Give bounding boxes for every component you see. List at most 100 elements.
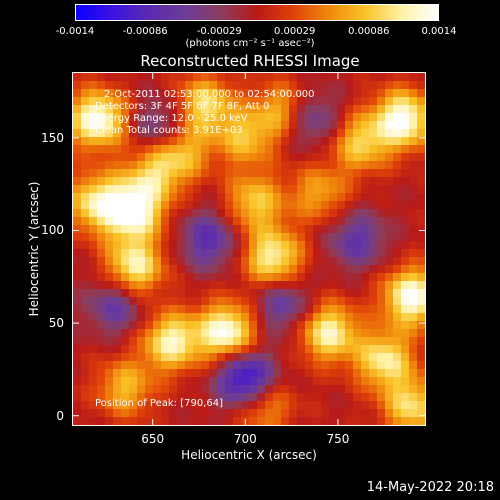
heatmap-cell xyxy=(321,185,330,194)
heatmap-cell xyxy=(185,265,194,274)
heatmap-cell xyxy=(361,97,370,106)
heatmap-cell xyxy=(81,81,90,90)
heatmap-cell xyxy=(129,81,138,90)
heatmap-cell xyxy=(153,97,162,106)
heatmap-cell xyxy=(225,297,234,306)
heatmap-cell xyxy=(265,257,274,266)
heatmap-cell xyxy=(209,73,218,82)
heatmap-cell xyxy=(297,209,306,218)
heatmap-cell xyxy=(97,105,106,114)
heatmap-cell xyxy=(345,209,354,218)
heatmap-cell xyxy=(137,249,146,258)
heatmap-cell xyxy=(209,169,218,178)
heatmap-cell xyxy=(113,81,122,90)
heatmap-cell xyxy=(345,305,354,314)
heatmap-cell xyxy=(209,161,218,170)
heatmap-cell xyxy=(249,369,258,378)
heatmap-cell xyxy=(177,225,186,234)
heatmap-cell xyxy=(137,73,146,82)
heatmap-cell xyxy=(385,393,394,402)
heatmap-cell xyxy=(345,129,354,138)
heatmap-cell xyxy=(97,377,106,386)
heatmap-cell xyxy=(73,81,82,90)
heatmap-cell xyxy=(353,217,362,226)
heatmap-cell xyxy=(265,97,274,106)
heatmap-cell xyxy=(81,281,90,290)
heatmap-cell xyxy=(185,361,194,370)
heatmap-cell xyxy=(377,113,386,122)
heatmap-cell xyxy=(241,321,250,330)
heatmap-cell xyxy=(409,105,418,114)
heatmap-cell xyxy=(385,297,394,306)
heatmap-cell xyxy=(177,345,186,354)
heatmap-cell xyxy=(241,313,250,322)
heatmap-cell xyxy=(89,249,98,258)
heatmap-cell xyxy=(297,161,306,170)
heatmap-cell xyxy=(305,313,314,322)
heatmap-cell xyxy=(329,273,338,282)
heatmap-cell xyxy=(337,409,346,418)
heatmap-cell xyxy=(257,129,266,138)
heatmap-cell xyxy=(345,193,354,202)
heatmap-cell xyxy=(209,281,218,290)
heatmap-cell xyxy=(225,233,234,242)
heatmap-cell xyxy=(121,81,130,90)
heatmap-cell xyxy=(297,153,306,162)
heatmap-cell xyxy=(417,233,425,242)
heatmap-cell xyxy=(201,113,210,122)
heatmap-cell xyxy=(217,401,226,410)
heatmap-cell xyxy=(321,161,330,170)
heatmap-cell xyxy=(337,393,346,402)
heatmap-cell xyxy=(345,289,354,298)
heatmap-cell xyxy=(145,209,154,218)
heatmap-cell xyxy=(233,137,242,146)
heatmap-cell xyxy=(369,161,378,170)
heatmap-cell xyxy=(225,185,234,194)
heatmap-cell xyxy=(233,265,242,274)
heatmap-cell xyxy=(361,361,370,370)
heatmap-cell xyxy=(393,121,402,130)
heatmap-cell xyxy=(193,361,202,370)
heatmap-cell xyxy=(73,257,82,266)
heatmap-cell xyxy=(153,249,162,258)
heatmap-cell xyxy=(337,145,346,154)
heatmap-cell xyxy=(345,121,354,130)
heatmap-cell xyxy=(401,281,410,290)
heatmap-cell xyxy=(161,217,170,226)
heatmap-cell xyxy=(193,281,202,290)
heatmap-cell xyxy=(241,209,250,218)
heatmap-cell xyxy=(361,385,370,394)
heatmap-cell xyxy=(73,265,82,274)
heatmap-cell xyxy=(273,297,282,306)
heatmap-cell xyxy=(185,161,194,170)
heatmap-cell xyxy=(161,353,170,362)
heatmap-cell xyxy=(73,289,82,298)
heatmap-cell xyxy=(169,353,178,362)
heatmap-cell xyxy=(377,361,386,370)
heatmap-image xyxy=(73,73,425,425)
heatmap-cell xyxy=(393,89,402,98)
heatmap-cell xyxy=(153,361,162,370)
heatmap-cell xyxy=(121,233,130,242)
heatmap-cell xyxy=(185,201,194,210)
heatmap-cell xyxy=(177,409,186,418)
heatmap-cell xyxy=(329,217,338,226)
heatmap-cell xyxy=(329,313,338,322)
heatmap-cell xyxy=(273,137,282,146)
heatmap-cell xyxy=(217,305,226,314)
heatmap-cell xyxy=(145,337,154,346)
heatmap-cell xyxy=(137,121,146,130)
heatmap-cell xyxy=(217,81,226,90)
heatmap-cell xyxy=(217,153,226,162)
heatmap-cell xyxy=(121,281,130,290)
heatmap-cell xyxy=(137,145,146,154)
heatmap-cell xyxy=(401,305,410,314)
heatmap-cell xyxy=(81,393,90,402)
heatmap-cell xyxy=(265,345,274,354)
heatmap-cell xyxy=(177,273,186,282)
heatmap-cell xyxy=(233,401,242,410)
heatmap-cell xyxy=(137,345,146,354)
heatmap-cell xyxy=(273,73,282,82)
heatmap-cell xyxy=(393,185,402,194)
heatmap-cell xyxy=(241,273,250,282)
